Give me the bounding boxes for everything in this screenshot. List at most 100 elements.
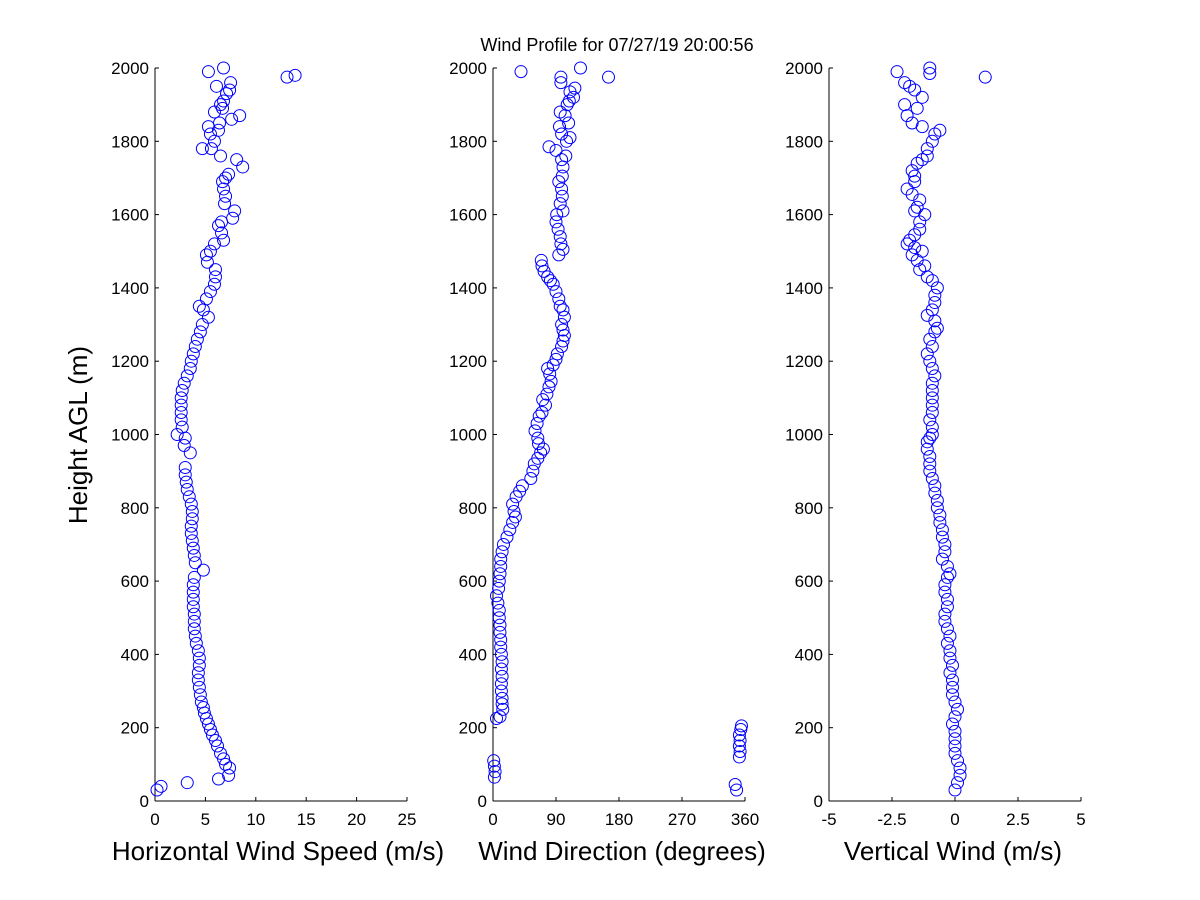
direction-data-point bbox=[554, 237, 568, 251]
direction-data-point bbox=[563, 85, 577, 99]
direction-y-tick-label: 400 bbox=[459, 645, 487, 664]
speed-data-point bbox=[191, 666, 205, 680]
vertical-data-point bbox=[933, 123, 947, 137]
direction-data-point bbox=[552, 248, 566, 262]
direction-y-tick-label: 2000 bbox=[449, 59, 487, 78]
speed-data-point bbox=[191, 673, 205, 687]
direction-y-tick-label: 600 bbox=[459, 572, 487, 591]
vertical-x-tick-label: -2.5 bbox=[877, 810, 906, 829]
direction-data-point bbox=[728, 778, 742, 792]
speed-data-point bbox=[178, 431, 192, 445]
speed-data-point bbox=[175, 384, 189, 398]
direction-data-point bbox=[530, 417, 544, 431]
vertical-data-point bbox=[938, 614, 952, 628]
vertical-data-point bbox=[951, 776, 965, 790]
direction-data-point bbox=[559, 149, 573, 163]
direction-data-point bbox=[550, 347, 564, 361]
direction-x-tick-label: 90 bbox=[547, 810, 566, 829]
direction-data-point bbox=[562, 94, 576, 108]
speed-data-point bbox=[188, 340, 202, 354]
speed-data-point bbox=[199, 248, 213, 262]
speed-data-point bbox=[196, 563, 210, 577]
direction-y-tick-label: 1000 bbox=[449, 426, 487, 445]
speed-data-point bbox=[215, 215, 229, 229]
speed-x-tick-label: 5 bbox=[201, 810, 210, 829]
vertical-data-point bbox=[925, 303, 939, 317]
vertical-data-point bbox=[910, 200, 924, 214]
direction-data-point bbox=[542, 140, 556, 154]
speed-y-tick-label: 400 bbox=[121, 645, 149, 664]
speed-data-point bbox=[208, 263, 222, 277]
vertical-data-point bbox=[923, 431, 937, 445]
direction-data-point bbox=[497, 537, 510, 551]
direction-data-point bbox=[556, 242, 570, 256]
direction-data-point bbox=[526, 464, 540, 478]
speed-data-point bbox=[185, 512, 199, 526]
vertical-x-tick-label: 0 bbox=[950, 810, 959, 829]
vertical-data-point bbox=[908, 241, 922, 255]
vertical-data-point bbox=[923, 413, 937, 427]
speed-data-point bbox=[230, 153, 244, 167]
vertical-data-point bbox=[898, 98, 912, 112]
vertical-data-point bbox=[948, 739, 962, 753]
direction-data-point bbox=[494, 647, 508, 661]
vertical-data-point bbox=[948, 732, 962, 746]
direction-data-point bbox=[554, 76, 568, 90]
vertical-data-point bbox=[938, 545, 952, 559]
direction-data-point bbox=[531, 431, 545, 445]
direction-data-point bbox=[555, 318, 569, 332]
direction-data-point bbox=[558, 109, 572, 123]
speed-data-point bbox=[178, 468, 192, 482]
vertical-data-point bbox=[938, 578, 952, 592]
speed-data-point bbox=[195, 318, 209, 332]
vertical-y-tick-label: 1600 bbox=[785, 206, 823, 225]
speed-data-point bbox=[213, 116, 227, 130]
vertical-data-point bbox=[925, 376, 939, 390]
speed-data-point bbox=[183, 362, 197, 376]
vertical-data-point bbox=[905, 164, 919, 178]
vertical-data-point bbox=[948, 710, 962, 724]
vertical-x-axis-label: Vertical Wind (m/s) bbox=[844, 836, 1062, 866]
direction-data-point bbox=[549, 285, 563, 299]
vertical-data-point bbox=[945, 680, 959, 694]
direction-data-point bbox=[556, 303, 570, 317]
speed-data-point bbox=[193, 325, 207, 339]
direction-data-point bbox=[528, 424, 542, 438]
direction-data-point bbox=[494, 552, 508, 566]
direction-x-tick-label: 0 bbox=[488, 810, 497, 829]
speed-data-point bbox=[180, 369, 194, 383]
speed-y-tick-label: 1800 bbox=[111, 132, 149, 151]
speed-data-point bbox=[180, 482, 194, 496]
vertical-data-point bbox=[953, 761, 967, 775]
direction-data-point bbox=[487, 770, 501, 784]
direction-data-point bbox=[730, 783, 744, 797]
speed-data-point bbox=[180, 776, 194, 790]
speed-data-point bbox=[195, 142, 209, 156]
direction-data-point bbox=[508, 510, 522, 524]
speed-data-point bbox=[184, 519, 198, 533]
speed-data-point bbox=[236, 160, 250, 174]
vertical-data-point bbox=[935, 523, 949, 537]
direction-data-point bbox=[555, 169, 569, 183]
direction-data-point bbox=[553, 105, 567, 119]
direction-data-point bbox=[602, 70, 615, 84]
direction-data-point bbox=[492, 611, 506, 625]
speed-data-point bbox=[189, 636, 203, 650]
speed-data-point bbox=[179, 475, 193, 489]
vertical-data-point bbox=[943, 567, 957, 581]
vertical-data-point bbox=[925, 340, 939, 354]
vertical-data-point bbox=[948, 783, 962, 797]
vertical-data-point bbox=[930, 281, 944, 295]
vertical-data-point bbox=[908, 204, 922, 218]
direction-data-point bbox=[553, 230, 567, 244]
direction-data-point bbox=[494, 559, 508, 573]
speed-data-point bbox=[170, 428, 184, 441]
direction-data-point bbox=[490, 589, 503, 603]
direction-data-point bbox=[524, 471, 538, 485]
vertical-data-point bbox=[925, 471, 939, 485]
speed-x-tick-label: 10 bbox=[246, 810, 265, 829]
direction-data-point bbox=[552, 292, 566, 306]
speed-data-point bbox=[201, 120, 215, 134]
speed-data-point bbox=[192, 658, 206, 672]
